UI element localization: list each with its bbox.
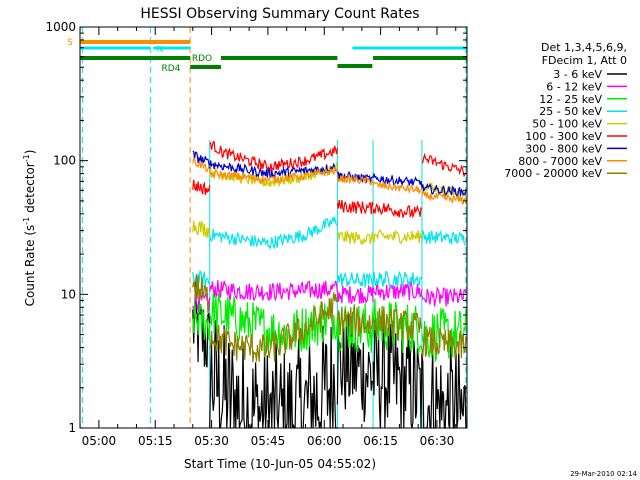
series-segment-4-3 — [372, 228, 423, 245]
y-tick-label-3: 1000 — [45, 20, 76, 34]
series-segment-8-1 — [209, 292, 338, 363]
series-800-7000-kev — [192, 157, 467, 205]
series-segment-0-3 — [372, 319, 423, 429]
footer-timestamp: 29-Mar-2010 02:14 — [570, 470, 637, 478]
series-segment-5-0 — [192, 179, 211, 196]
legend-label-4: 50 - 100 keV — [532, 118, 602, 131]
series-segment-1-2 — [336, 285, 374, 304]
legend-label-3: 25 - 50 keV — [539, 105, 602, 118]
series-segment-1-1 — [209, 280, 338, 302]
flag-label-n: N — [157, 45, 164, 55]
series-segment-3-2 — [336, 272, 374, 288]
y-tick-label-2: 100 — [53, 154, 76, 168]
series-segment-2-4 — [421, 308, 467, 363]
x-tick-label-4: 06:00 — [307, 434, 342, 448]
series-segment-2-0 — [192, 300, 211, 341]
x-tick-label-1: 05:15 — [138, 434, 173, 448]
x-axis-label: Start Time (10-Jun-05 04:55:02) — [184, 457, 376, 471]
series-segment-0-4 — [421, 341, 467, 429]
x-tick-label-6: 06:30 — [420, 434, 455, 448]
series-segment-1-4 — [421, 285, 467, 307]
series-segment-8-0 — [192, 274, 211, 313]
series-segment-7-0 — [192, 157, 211, 173]
series-segment-3-3 — [372, 270, 423, 288]
y-axis: 1 10 100 1000 — [45, 20, 467, 435]
x-tick-label-0: 05:00 — [82, 434, 117, 448]
legend-header-line-2: FDecim 1, Att 0 — [542, 54, 627, 67]
y-axis-label: Count Rate (s-1 detector-1) — [22, 150, 37, 307]
series-segment-7-4 — [421, 191, 467, 205]
legend-label-8: 7000 - 20000 keV — [504, 167, 602, 180]
plot-frame — [79, 26, 468, 429]
series-segment-7-3 — [372, 181, 423, 195]
x-tick-label-3: 05:45 — [251, 434, 286, 448]
series-segment-4-2 — [337, 230, 374, 245]
series-segment-6-1 — [209, 160, 338, 180]
chart-title: HESSI Observing Summary Count Rates — [140, 6, 419, 22]
y-tick-label-0: 1 — [68, 421, 76, 435]
series-segment-3-4 — [421, 229, 466, 246]
series-segment-7-1 — [209, 166, 338, 185]
series-segment-8-2 — [336, 305, 374, 337]
x-axis: 05:00 05:15 05:30 05:45 06:00 06:15 06:30 — [79, 27, 457, 448]
flag-rdo — [80, 56, 467, 68]
series-segment-6-0 — [192, 150, 211, 169]
legend-label-6: 300 - 800 keV — [525, 142, 602, 155]
series-segment-5-2 — [336, 199, 374, 215]
legend-label-7: 800 - 7000 keV — [518, 155, 602, 168]
series-segment-0-1 — [209, 319, 338, 429]
legend-label-1: 6 - 12 keV — [546, 80, 602, 93]
plot-area: S N RDO RD4 — [67, 27, 467, 429]
series-segment-5-1 — [209, 141, 338, 174]
series-segment-6-4 — [421, 182, 467, 197]
legend-header-line-1: Det 1,3,4,5,6,9, — [541, 41, 627, 54]
legend-label-2: 12 - 25 keV — [539, 93, 602, 106]
series-segment-8-4 — [421, 325, 467, 360]
y-tick-label-1: 10 — [61, 287, 76, 301]
series-segment-5-4 — [421, 152, 467, 178]
flag-label-s: S — [67, 38, 73, 48]
x-tick-label-5: 06:15 — [363, 434, 398, 448]
series-7000-20000-kev — [192, 274, 467, 363]
series-25-50-kev — [192, 216, 466, 288]
x-tick-label-2: 05:30 — [194, 434, 229, 448]
flag-label-rdo: RDO — [192, 54, 212, 64]
series-segment-8-3 — [373, 306, 422, 342]
series-segment-6-3 — [372, 173, 423, 188]
series-segment-7-2 — [336, 173, 374, 186]
series-segment-5-3 — [372, 202, 423, 219]
series-100-300-kev — [192, 141, 467, 219]
flag-label-rd4: RD4 — [162, 64, 181, 74]
series-segment-3-1 — [209, 216, 338, 251]
legend-label-5: 100 - 300 keV — [525, 130, 602, 143]
legend-label-0: 3 - 6 keV — [553, 68, 602, 81]
series-segment-4-0 — [192, 220, 211, 238]
legend: Det 1,3,4,5,6,9, FDecim 1, Att 0 3 - 6 k… — [504, 41, 627, 180]
